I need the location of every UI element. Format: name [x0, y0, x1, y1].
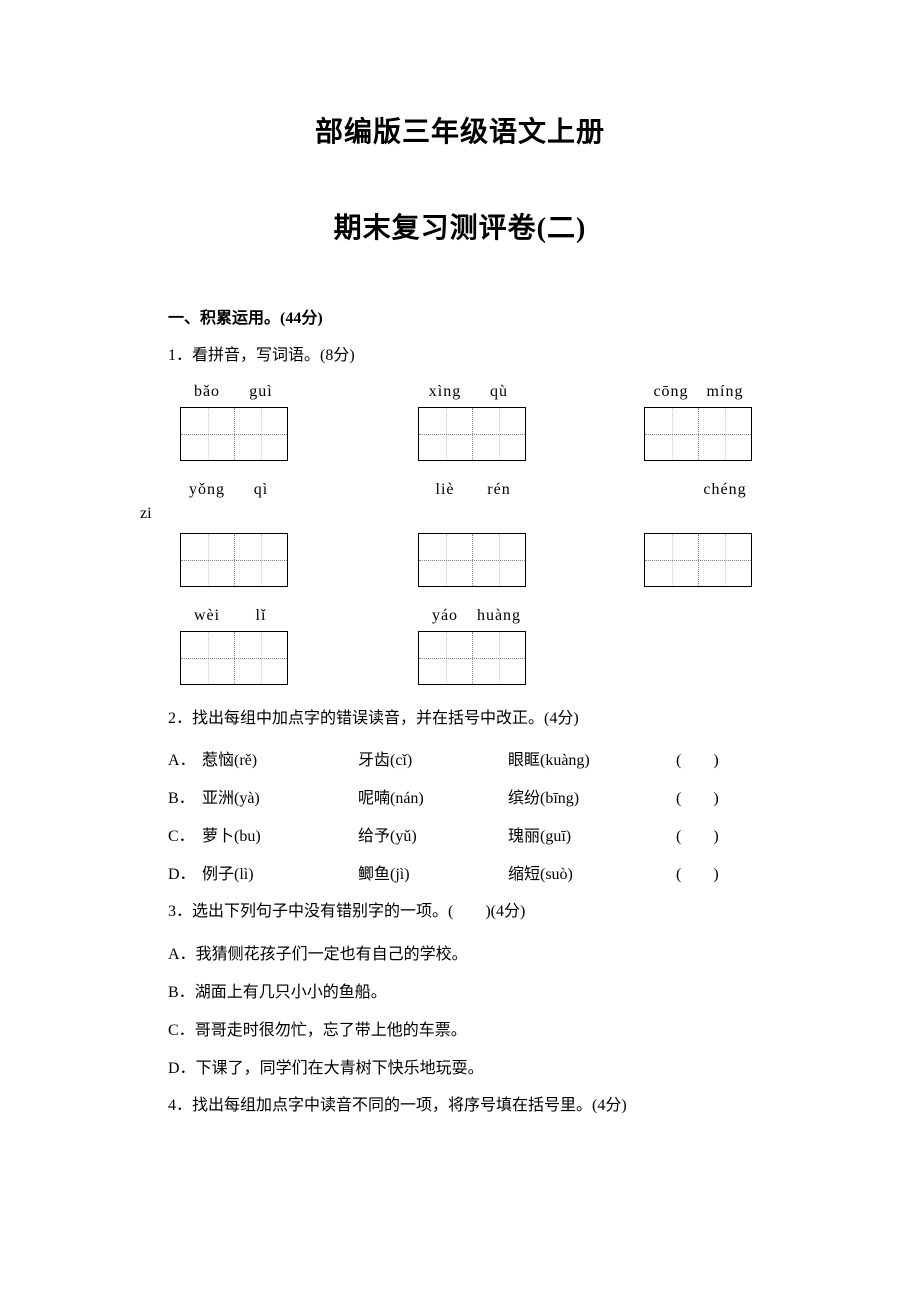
option-label: A．	[168, 946, 196, 963]
pinyin-cell: liè	[418, 481, 472, 499]
page-subtitle: 期末复习测评卷(二)	[140, 206, 780, 246]
option-col: 鲫鱼(jì)	[358, 860, 508, 884]
option-col: 惹恼(rě)	[202, 746, 358, 770]
pinyin-cell: wèi	[180, 607, 234, 625]
q1-row2-pinyin: yǒng qì liè rén chéng	[180, 481, 780, 499]
option-col: 给予(yǔ)	[358, 822, 508, 846]
option-col: 例子(lì)	[202, 860, 358, 884]
q3-option-c: C．哥哥走时很勿忙，忘了带上他的车票。	[168, 1016, 780, 1040]
q1-row2-boxes	[180, 533, 780, 587]
page-title: 部编版三年级语文上册	[140, 110, 780, 150]
q4-prompt: 4．找出每组加点字中读音不同的一项，将序号填在括号里。(4分)	[168, 1092, 780, 1119]
pinyin-cell: lǐ	[234, 607, 288, 625]
spacer	[288, 407, 418, 461]
hang-zi: zi	[140, 505, 152, 522]
answer-paren[interactable]: ( )	[676, 822, 719, 846]
tianzi-box[interactable]	[180, 533, 288, 587]
option-col: 呢喃(nán)	[358, 784, 508, 808]
option-col: 亚洲(yà)	[202, 784, 358, 808]
pinyin-cell: qù	[472, 383, 526, 401]
tianzi-box[interactable]	[180, 407, 288, 461]
option-text: 下课了，同学们在大青树下快乐地玩耍。	[196, 1060, 484, 1077]
spacer	[526, 407, 644, 461]
q2-prompt: 2．找出每组中加点字的错误读音，并在括号中改正。(4分)	[168, 705, 780, 732]
pinyin-cell: qì	[234, 481, 288, 499]
pinyin-cell: huàng	[472, 607, 526, 625]
answer-paren[interactable]: ( )	[676, 860, 719, 884]
tianzi-box[interactable]	[644, 533, 752, 587]
spacer	[288, 383, 418, 401]
option-label: D．	[168, 1060, 196, 1077]
option-text: 湖面上有几只小小的鱼船。	[195, 984, 387, 1001]
pinyin-cell: rén	[472, 481, 526, 499]
pinyin-cell: xìng	[418, 383, 472, 401]
option-label: C．	[168, 1022, 195, 1039]
q3-option-b: B．湖面上有几只小小的鱼船。	[168, 978, 780, 1002]
q3-option-a: A．我猜侧花孩子们一定也有自己的学校。	[168, 940, 780, 964]
q1-prompt: 1．看拼音，写词语。(8分)	[168, 342, 780, 369]
spacer	[288, 631, 418, 685]
option-label: B．	[168, 784, 202, 808]
option-text: 哥哥走时很勿忙，忘了带上他的车票。	[195, 1022, 467, 1039]
q1-row1-pinyin: bǎo guì xìng qù cōng míng	[180, 383, 780, 401]
spacer	[288, 533, 418, 587]
pinyin-cell: cōng	[644, 383, 698, 401]
option-label: C．	[168, 822, 202, 846]
tianzi-box[interactable]	[644, 407, 752, 461]
tianzi-box[interactable]	[418, 533, 526, 587]
option-text: 我猜侧花孩子们一定也有自己的学校。	[196, 946, 468, 963]
section-1-heading: 一、积累运用。(44分)	[168, 304, 780, 328]
option-label: A．	[168, 746, 202, 770]
spacer	[526, 383, 644, 401]
q1-row3-boxes	[180, 631, 780, 685]
q2-option-b: B． 亚洲(yà) 呢喃(nán) 缤纷(bīng) ( )	[168, 784, 780, 808]
option-label: B．	[168, 984, 195, 1001]
pinyin-cell: míng	[698, 383, 752, 401]
option-col: 缩短(suò)	[508, 860, 676, 884]
q2-option-c: C． 萝卜(bu) 给予(yǔ) 瑰丽(guī) ( )	[168, 822, 780, 846]
hang-zi-line: zi	[0, 505, 780, 523]
pinyin-cell: yǒng	[180, 481, 234, 499]
pinyin-cell: yáo	[418, 607, 472, 625]
tianzi-box[interactable]	[418, 407, 526, 461]
q2-option-d: D． 例子(lì) 鲫鱼(jì) 缩短(suò) ( )	[168, 860, 780, 884]
option-col: 牙齿(cǐ)	[358, 746, 508, 770]
q2-option-a: A． 惹恼(rě) 牙齿(cǐ) 眼眶(kuàng) ( )	[168, 746, 780, 770]
tianzi-box[interactable]	[418, 631, 526, 685]
q3-prompt: 3．选出下列句子中没有错别字的一项。( )(4分)	[168, 898, 780, 925]
option-col: 眼眶(kuàng)	[508, 746, 676, 770]
pinyin-cell: bǎo	[180, 383, 234, 401]
spacer	[288, 607, 418, 625]
answer-paren[interactable]: ( )	[676, 784, 719, 808]
option-col: 瑰丽(guī)	[508, 822, 676, 846]
spacer	[526, 533, 644, 587]
option-label: D．	[168, 860, 202, 884]
spacer	[288, 481, 418, 499]
pinyin-cell: chéng	[698, 481, 752, 499]
q1-row1-boxes	[180, 407, 780, 461]
answer-paren[interactable]: ( )	[676, 746, 719, 770]
spacer	[526, 481, 698, 499]
pinyin-cell: guì	[234, 383, 288, 401]
q3-option-d: D．下课了，同学们在大青树下快乐地玩耍。	[168, 1054, 780, 1078]
option-col: 缤纷(bīng)	[508, 784, 676, 808]
q1-row3-pinyin: wèi lǐ yáo huàng	[180, 607, 780, 625]
option-col: 萝卜(bu)	[202, 822, 358, 846]
tianzi-box[interactable]	[180, 631, 288, 685]
